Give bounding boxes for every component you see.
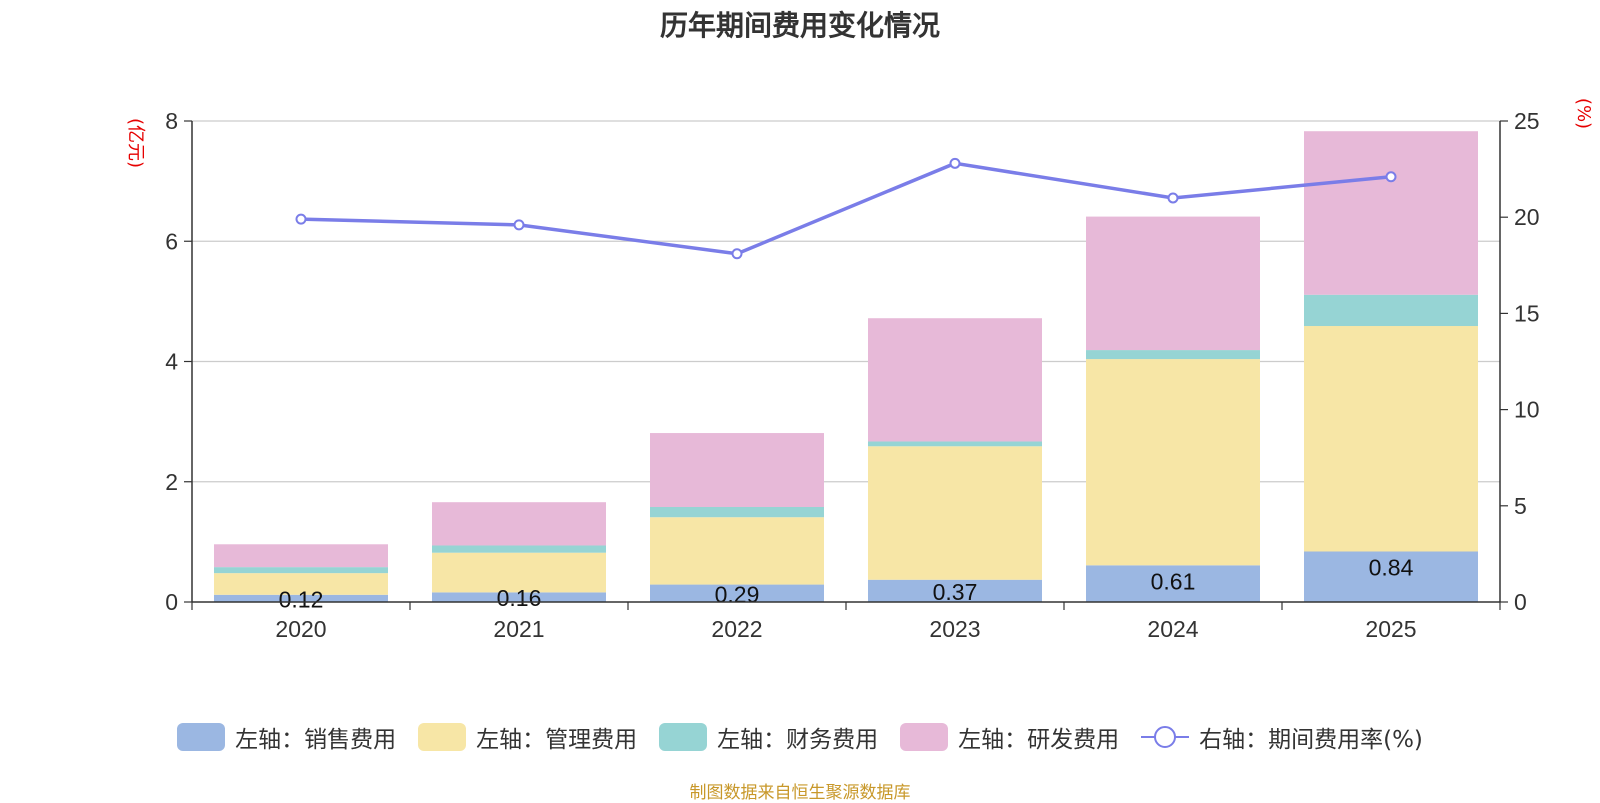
bar-segment-3 [432,545,606,553]
bar-value-label: 0.29 [715,581,760,607]
legend: 左轴：销售费用 左轴：管理费用 左轴：财务费用 左轴：研发费用 右轴：期间费用率… [0,720,1600,754]
x-axis-tick-label: 2025 [1365,616,1416,642]
legend-label-finance: 左轴：财务费用 [717,727,879,753]
legend-swatch-admin [418,723,467,751]
rate-point [1385,171,1397,183]
bar-segment-1 [1304,551,1478,602]
bar-segment-4 [650,433,824,508]
bar-segment-1 [650,584,824,602]
bar-segment-2 [1086,359,1260,566]
rate-point [949,157,961,169]
x-axis-tick-label: 2024 [1147,616,1198,642]
legend-item-finance[interactable]: 左轴：财务费用 [659,720,878,754]
legend-label-rate: 右轴：期间费用率(%) [1199,727,1423,753]
bar-segment-4 [1304,131,1478,295]
left-axis-tick-label: 8 [165,108,178,134]
legend-label-admin: 左轴：管理费用 [476,727,638,753]
bar-segment-1 [1086,565,1260,602]
bar-segment-4 [214,544,388,568]
bar-segment-2 [868,446,1042,580]
bar-segment-3 [214,567,388,574]
bar-value-label: 0.37 [933,579,978,605]
left-axis-tick-label: 6 [165,228,178,254]
bar-segment-4 [1086,216,1260,351]
rate-point [731,248,743,260]
legend-swatch-rate [1141,723,1190,751]
chart-title: 历年期间费用变化情况 [659,9,940,42]
legend-swatch-sales [177,723,226,751]
bar-segment-3 [1086,350,1260,360]
right-axis-tick-label: 10 [1514,397,1540,423]
bar-segment-3 [650,507,824,518]
bar-segment-1 [214,594,388,602]
right-axis-tick-label: 5 [1514,493,1527,519]
legend-item-sales[interactable]: 左轴：销售费用 [177,720,396,754]
legend-swatch-finance [659,723,708,751]
rate-line [300,161,1392,256]
left-axis-tick-label: 4 [165,349,178,375]
right-axis-tick-label: 20 [1514,204,1540,230]
rate-point [295,213,307,225]
x-axis-tick-label: 2022 [711,616,762,642]
bar-segment-2 [432,552,606,593]
bar-segment-2 [1304,326,1478,552]
left-axis-tick-label: 2 [165,469,178,495]
bar-segment-2 [214,573,388,595]
bar-segment-4 [432,502,606,546]
legend-item-rd[interactable]: 左轴：研发费用 [900,720,1119,754]
x-axis-tick-label: 2021 [493,616,544,642]
bar-segment-2 [650,517,824,585]
rate-point [513,219,525,231]
right-axis-unit: (%) [1573,97,1595,130]
legend-item-rate[interactable]: 右轴：期间费用率(%) [1141,720,1423,754]
bar-value-label: 0.84 [1369,554,1414,580]
right-axis-tick-label: 25 [1514,108,1540,134]
left-axis-unit: (亿元) [125,117,147,169]
right-axis-tick-label: 15 [1514,300,1540,326]
legend-swatch-rd [900,723,949,751]
legend-label-sales: 左轴：销售费用 [235,727,397,753]
legend-label-rd: 左轴：研发费用 [958,727,1120,753]
bar-value-label: 0.16 [497,585,542,611]
bar-segment-1 [868,579,1042,602]
bar-segment-4 [868,318,1042,442]
x-axis-tick-label: 2020 [275,616,326,642]
x-axis-tick-label: 2023 [929,616,980,642]
data-source-note: 制图数据来自恒生聚源数据库 [689,783,911,803]
bar-value-label: 0.61 [1151,568,1196,594]
right-axis-tick-label: 0 [1514,589,1527,615]
left-axis-tick-label: 0 [165,589,178,615]
bar-segment-1 [432,592,606,602]
bar-value-label: 0.12 [279,586,324,612]
bar-segment-3 [868,441,1042,447]
bar-segment-3 [1304,294,1478,327]
legend-item-admin[interactable]: 左轴：管理费用 [418,720,637,754]
rate-point [1167,192,1179,204]
